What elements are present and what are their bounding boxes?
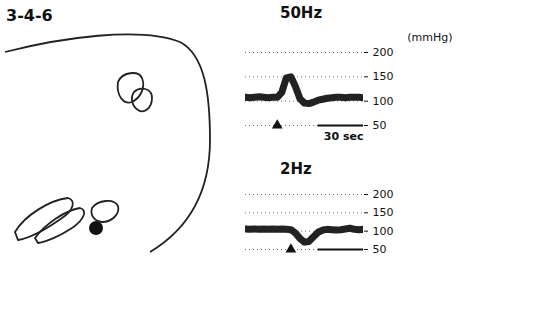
svg-text:(mmHg): (mmHg) <box>407 31 452 44</box>
svg-text:200: 200 <box>373 188 394 201</box>
svg-text:100: 100 <box>373 225 394 238</box>
html-text:3-4-6: 3-4-6 <box>6 6 53 25</box>
svg-text:30 sec: 30 sec <box>324 130 364 143</box>
html-text:50Hz: 50Hz <box>280 4 323 22</box>
svg-text:50: 50 <box>373 119 387 132</box>
svg-text:50: 50 <box>373 243 387 256</box>
svg-text:150: 150 <box>373 70 394 83</box>
svg-text:200: 200 <box>373 46 394 59</box>
svg-text:150: 150 <box>373 206 394 219</box>
html-text:2Hz: 2Hz <box>280 160 312 178</box>
svg-text:100: 100 <box>373 95 394 108</box>
